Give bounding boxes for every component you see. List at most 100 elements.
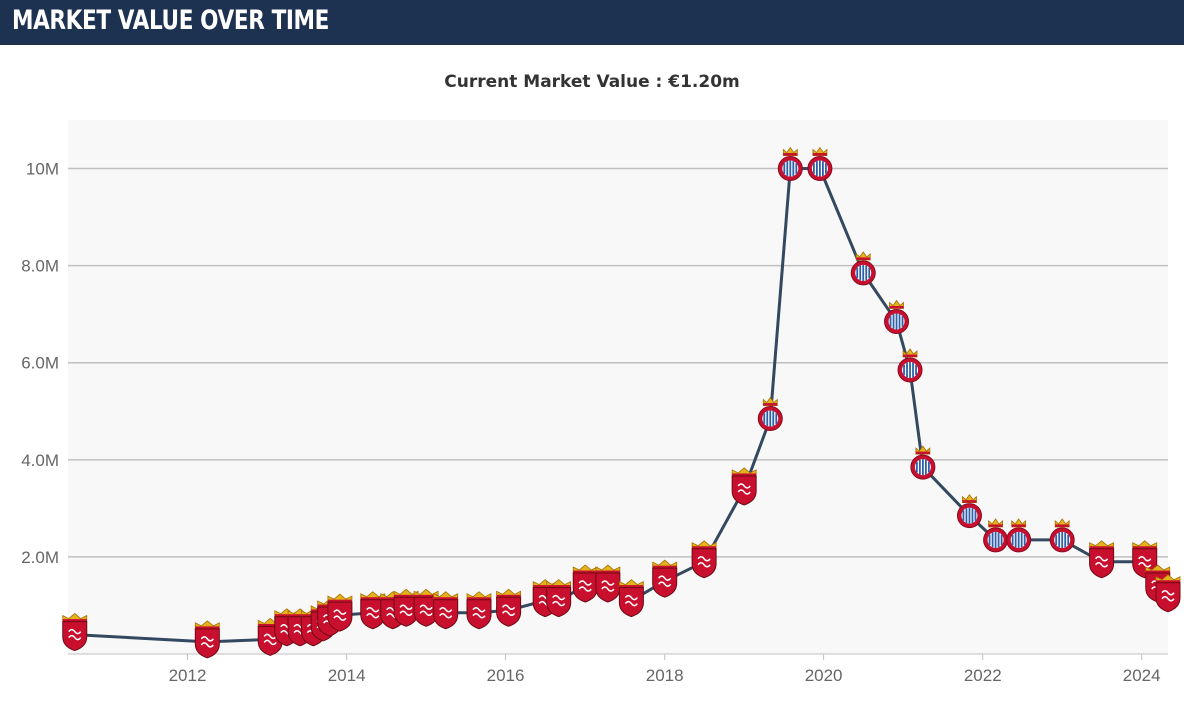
crown-band <box>915 451 930 455</box>
badge-emblem <box>419 604 433 617</box>
badge-emblem <box>658 575 672 587</box>
badge-shield <box>595 572 621 603</box>
club-b-badge-icon <box>1049 518 1075 553</box>
badge-emblem <box>624 594 638 607</box>
crown-band <box>327 599 352 603</box>
crown-band <box>962 500 977 503</box>
crown-band <box>394 594 419 598</box>
badge-shield <box>62 621 88 652</box>
crown-band <box>812 153 827 156</box>
club-b-badge-icon <box>807 146 833 182</box>
section-title: MARKET VALUE OVER TIME <box>12 5 329 36</box>
club-a-badge-icon <box>194 620 220 659</box>
badge-emblem <box>552 594 566 607</box>
club-a-badge-icon <box>496 588 522 627</box>
crown-band <box>195 626 220 629</box>
club-b-badge-icon <box>1006 518 1032 553</box>
club-b-badge-icon <box>897 348 923 383</box>
badge-emblem <box>697 556 711 568</box>
x-tick-label: 2022 <box>964 666 1002 685</box>
crown-band <box>62 619 87 622</box>
crown-band <box>258 623 283 627</box>
club-b-badge-icon <box>757 396 783 432</box>
crown-band <box>652 565 677 569</box>
club-a-badge-icon <box>731 467 757 506</box>
badge-emblem <box>366 606 380 619</box>
badge-emblem <box>68 628 82 641</box>
crown-band <box>1055 524 1070 527</box>
crown-band <box>692 546 717 549</box>
badge-emblem <box>200 636 214 648</box>
crown-band <box>496 594 521 598</box>
club-b-badge-icon <box>777 146 803 182</box>
badge-emblem <box>1095 556 1109 568</box>
y-tick-label: 10M <box>26 160 59 179</box>
crown-band <box>380 597 405 600</box>
club-b-badge-icon <box>956 493 982 529</box>
badge-emblem <box>601 580 615 592</box>
crown-band <box>414 594 439 598</box>
crown-band <box>1089 546 1114 549</box>
club-a-badge-icon <box>327 593 353 632</box>
crown-band <box>573 570 598 574</box>
y-tick-label: 8.0M <box>21 257 59 276</box>
badge-shield <box>466 599 492 630</box>
badge-shield <box>618 587 644 618</box>
section-header: MARKET VALUE OVER TIME <box>0 0 1184 45</box>
crown-band <box>903 354 918 358</box>
badge-emblem <box>737 483 751 495</box>
crown-band <box>856 257 871 260</box>
club-b-badge-icon <box>850 251 876 286</box>
badge-emblem <box>578 580 592 592</box>
club-b-badge-icon <box>983 518 1009 553</box>
badge-emblem <box>502 604 516 617</box>
crown-band <box>546 585 571 588</box>
club-a-badge-icon <box>1155 574 1181 613</box>
badge-shield <box>572 572 598 603</box>
badge-emblem <box>1138 556 1152 568</box>
x-tick-label: 2014 <box>328 666 366 685</box>
x-tick-label: 2012 <box>169 666 207 685</box>
crown-band <box>1145 570 1170 574</box>
x-axis-ticks: 2012 2014 2016 2018 2020 2022 2024 <box>169 654 1161 685</box>
current-market-value: Current Market Value : €1.20m <box>444 72 740 92</box>
club-a-badge-icon <box>546 579 572 618</box>
club-a-badge-icon <box>595 564 621 603</box>
crown-band <box>360 597 385 600</box>
x-tick-label: 2024 <box>1123 666 1161 685</box>
crown-band <box>783 153 798 156</box>
badge-emblem <box>399 604 413 617</box>
crown-band <box>1156 580 1180 583</box>
badge-shield <box>731 475 757 506</box>
badge-emblem <box>263 633 277 646</box>
crown-band <box>274 614 299 617</box>
crown-band <box>732 473 757 476</box>
crown-band <box>533 585 558 588</box>
y-axis-ticks: 2.0M 4.0M 6.0M 8.0M 10M <box>21 160 59 567</box>
crown-band <box>1132 546 1157 549</box>
y-tick-label: 4.0M <box>21 451 59 470</box>
badge-emblem <box>439 606 453 619</box>
y-tick-label: 2.0M <box>21 548 59 567</box>
badge-shield <box>433 599 459 630</box>
y-tick-label: 6.0M <box>21 354 59 373</box>
badge-shield <box>496 596 522 627</box>
badge-emblem <box>472 606 486 619</box>
badge-shield <box>652 567 678 598</box>
club-b-badge-icon <box>910 445 936 480</box>
club-a-badge-icon <box>618 579 644 618</box>
badge-shield <box>546 587 572 618</box>
crown-band <box>619 585 644 588</box>
badge-shield <box>194 628 220 659</box>
plot-area <box>68 120 1168 654</box>
crown-band <box>988 524 1003 527</box>
club-a-badge-icon <box>652 559 678 598</box>
badge-shield <box>1089 548 1115 579</box>
gridlines <box>68 167 1168 655</box>
x-tick-label: 2016 <box>487 666 525 685</box>
club-a-badge-icon <box>691 540 717 579</box>
club-a-badge-icon <box>393 588 419 627</box>
badge-emblem <box>1161 590 1175 602</box>
